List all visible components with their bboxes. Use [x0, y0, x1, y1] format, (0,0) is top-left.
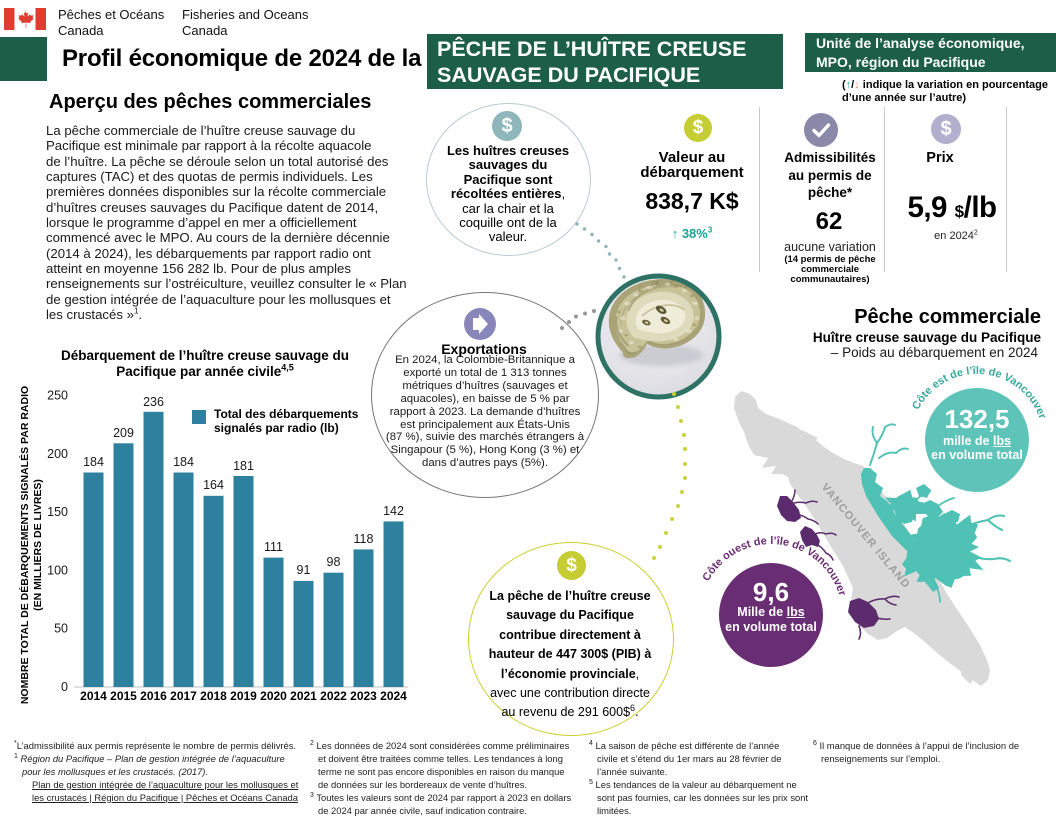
svg-text:50: 50	[54, 622, 68, 636]
svg-text:98: 98	[327, 555, 341, 569]
svg-text:Côte est de l’île de Vancouver: Côte est de l’île de Vancouver	[910, 365, 1048, 421]
svg-text:111: 111	[264, 540, 283, 554]
svg-text:209: 209	[113, 426, 134, 440]
svg-text:200: 200	[47, 447, 68, 461]
svg-text:181: 181	[233, 459, 254, 473]
svg-text:118: 118	[354, 532, 374, 546]
svg-text:2018: 2018	[200, 689, 227, 703]
svg-text:91: 91	[297, 563, 311, 577]
svg-text:2017: 2017	[170, 689, 197, 703]
svg-text:2022: 2022	[320, 689, 347, 703]
svg-text:142: 142	[383, 504, 404, 518]
svg-text:150: 150	[47, 505, 68, 519]
svg-text:250: 250	[47, 389, 68, 403]
svg-text:184: 184	[83, 455, 104, 469]
svg-text:2016: 2016	[140, 689, 167, 703]
svg-text:164: 164	[203, 478, 224, 492]
svg-text:2019: 2019	[230, 689, 257, 703]
svg-text:Côte ouest de l’île de Vancouv: Côte ouest de l’île de Vancouver	[700, 535, 848, 598]
svg-text:Total des débarquements: Total des débarquements	[214, 407, 359, 421]
svg-text:184: 184	[173, 455, 194, 469]
svg-text:2021: 2021	[290, 689, 317, 703]
svg-text:236: 236	[143, 395, 164, 409]
svg-text:100: 100	[47, 563, 68, 577]
svg-text:0: 0	[61, 680, 68, 694]
svg-text:2024: 2024	[380, 689, 407, 703]
svg-text:2023: 2023	[350, 689, 377, 703]
svg-text:2014: 2014	[80, 689, 107, 703]
svg-text:2020: 2020	[260, 689, 287, 703]
svg-text:2015: 2015	[110, 689, 137, 703]
svg-text:signalés par radio (lb): signalés par radio (lb)	[214, 421, 339, 435]
